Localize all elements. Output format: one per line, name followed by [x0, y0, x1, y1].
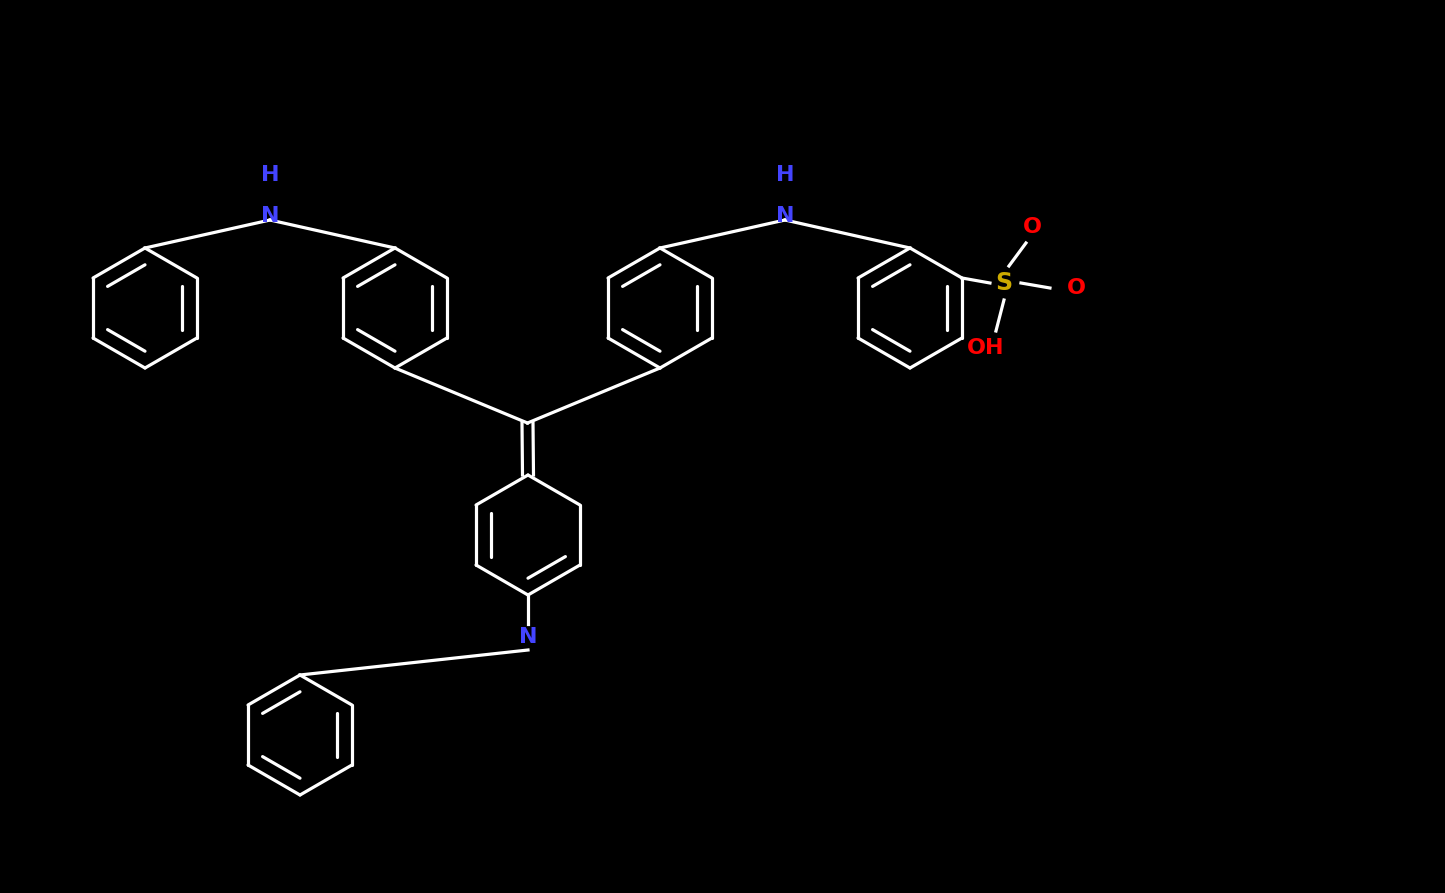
- Text: O: O: [1066, 278, 1085, 298]
- Text: OH: OH: [967, 338, 1004, 358]
- Text: H: H: [260, 165, 279, 185]
- Text: S: S: [996, 271, 1013, 295]
- Text: H: H: [776, 165, 795, 185]
- Text: N: N: [519, 627, 538, 647]
- Text: N: N: [776, 206, 795, 226]
- Text: N: N: [260, 206, 279, 226]
- Text: O: O: [1023, 217, 1042, 237]
